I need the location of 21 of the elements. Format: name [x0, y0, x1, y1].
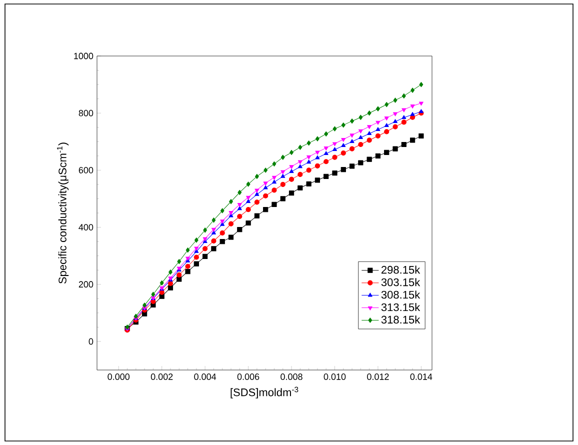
legend-label: 318.15k: [381, 316, 420, 324]
x-tick-label: 0.002: [150, 374, 173, 380]
legend-label: 303.15k: [381, 278, 420, 286]
x-tick-label: 0.008: [280, 374, 302, 380]
y-tick-label: 1000: [74, 52, 94, 60]
y-tick-label: 600: [78, 166, 94, 174]
legend-label: 308.15k: [381, 290, 420, 299]
y-axis-title: Specific conductivity(μScm$^{-1}$): [57, 142, 69, 284]
y-tick-label: 400: [78, 224, 94, 230]
x-tick-label: 0.010: [324, 374, 346, 380]
x-tick-label: 0.012: [367, 374, 389, 380]
x-tick-label: 0.006: [237, 374, 260, 380]
legend-label: 298.15k: [382, 266, 420, 274]
legend-label: 313.15k: [381, 303, 420, 312]
x-tick-label: 0.000: [108, 374, 130, 380]
y-tick-label: 800: [78, 110, 94, 116]
y-tick-label: 200: [78, 281, 94, 288]
x-tick-label: 0.004: [194, 374, 216, 380]
y-tick-label: 0: [88, 338, 94, 345]
x-tick-label: 0.014: [410, 374, 432, 380]
x-axis-title: [SDS]moldm$^{-3}$: [230, 386, 298, 398]
